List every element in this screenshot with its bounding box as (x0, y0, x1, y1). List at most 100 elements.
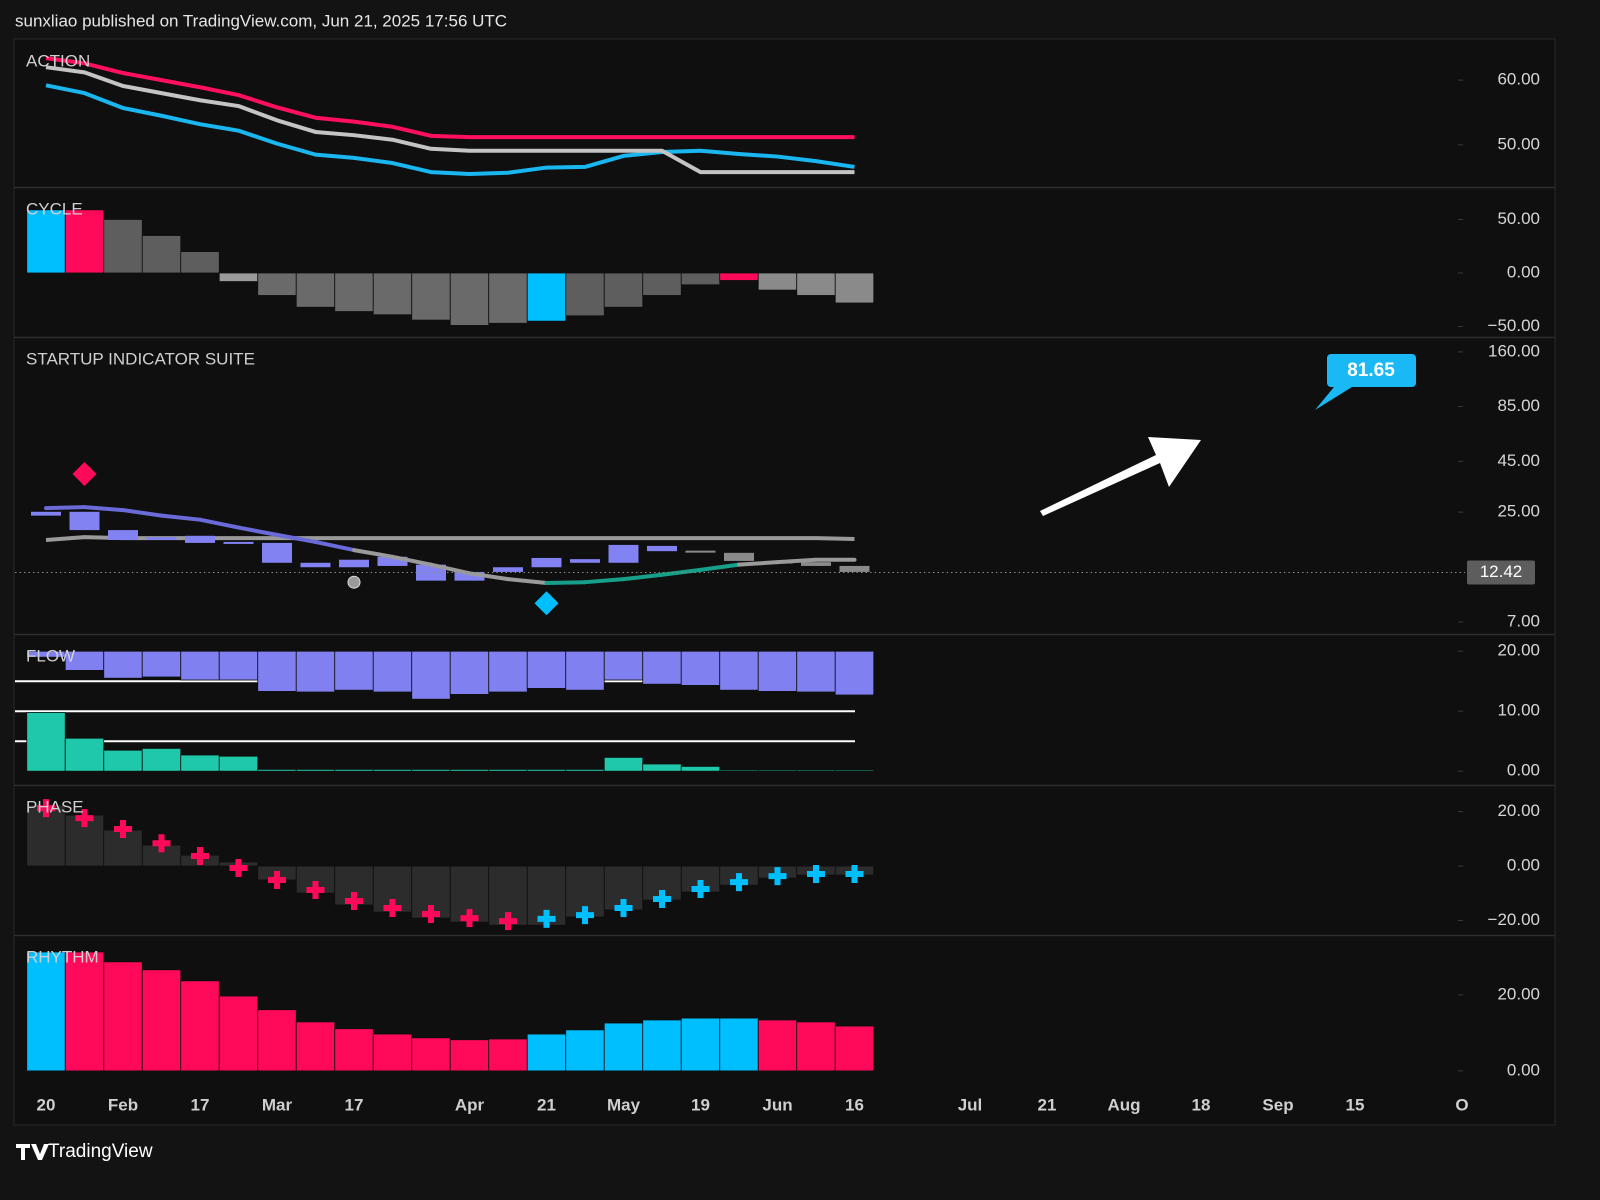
x-tick-label: Mar (262, 1095, 293, 1114)
line-segment (544, 580, 587, 585)
bar (488, 769, 528, 772)
bar (141, 969, 182, 1072)
candle-body (608, 544, 639, 563)
bar (719, 650, 759, 691)
cross-marker (845, 864, 864, 883)
cross-marker (422, 905, 440, 924)
candle-body (377, 556, 408, 566)
cross-marker (768, 867, 787, 886)
x-tick-label: 15 (1346, 1095, 1365, 1114)
x-tick-label: Sep (1262, 1095, 1293, 1114)
cross-marker (75, 809, 94, 828)
x-tick-label: Aug (1107, 1095, 1140, 1114)
bar (411, 769, 451, 772)
line-segment (159, 513, 202, 522)
bar (334, 769, 374, 772)
bar (411, 272, 451, 321)
candle-body (647, 545, 677, 552)
y-tick-label: 0.00 (1507, 1060, 1540, 1079)
cross-marker (576, 906, 594, 925)
last-price-box (1467, 560, 1535, 585)
y-tick-label: 0.00 (1507, 856, 1540, 875)
bar (218, 650, 259, 681)
bar (488, 1038, 528, 1072)
candle-body (416, 564, 446, 581)
bar (141, 235, 182, 274)
bar (372, 650, 413, 693)
bar (757, 650, 798, 692)
bar (141, 650, 182, 678)
bar (411, 650, 451, 700)
x-tick-label: 18 (1192, 1095, 1211, 1114)
bar (642, 763, 682, 772)
cross-marker (691, 879, 710, 898)
bar (526, 272, 567, 322)
candle-body (454, 571, 485, 581)
panes: 50.00 60.00 ACTION −50.00 0.00 50.00 CYCLE 7.00… (14, 51, 1555, 1114)
bar (64, 737, 105, 772)
candle-body (31, 511, 61, 516)
bar (757, 769, 798, 772)
line-segment (621, 572, 664, 582)
bar (680, 272, 721, 286)
cross-marker (268, 870, 286, 889)
x-tick-label: Jun (762, 1095, 792, 1114)
arrow-drawing (1040, 437, 1201, 516)
bar (526, 650, 567, 689)
bar (565, 1029, 605, 1072)
line (45, 65, 855, 175)
bar (180, 754, 220, 772)
line-segment (429, 562, 472, 576)
bar (218, 272, 259, 282)
cross-marker (537, 909, 556, 928)
pane-title: RHYTHM (26, 947, 99, 966)
bar (834, 650, 875, 696)
cross-marker (37, 799, 55, 818)
y-tick-label: 20.00 (1497, 801, 1540, 820)
cross-marker (152, 834, 171, 853)
bar (372, 272, 413, 316)
bar (334, 1028, 374, 1072)
bar (180, 251, 220, 274)
bar (603, 757, 644, 772)
line-segment (352, 548, 395, 559)
candle-body (185, 535, 215, 543)
y-tick-label: 45.00 (1497, 451, 1540, 470)
line-segment (275, 532, 318, 544)
line (45, 535, 855, 542)
bar (26, 712, 66, 772)
bar (603, 1022, 644, 1072)
callout-bubble (1315, 354, 1416, 410)
x-tick-label: 17 (191, 1095, 210, 1114)
bar (26, 209, 66, 274)
last-price-label: 12.42 (1480, 562, 1523, 581)
candle-body (223, 541, 254, 544)
bar (372, 769, 413, 772)
y-tick-label: 25.00 (1497, 502, 1540, 521)
bar (796, 650, 836, 693)
bar (565, 650, 605, 691)
cross-marker (191, 847, 209, 866)
candle-body (839, 565, 870, 572)
bar (103, 219, 143, 274)
line-segment (44, 505, 87, 511)
line-segment (121, 508, 164, 518)
bar (757, 1019, 798, 1072)
y-tick-label: 20.00 (1497, 984, 1540, 1003)
bar (334, 272, 374, 312)
pane-title: FLOW (26, 646, 75, 665)
pane-title: STARTUP INDICATOR SUITE (26, 349, 255, 368)
cross-marker (499, 912, 517, 931)
candle-body (801, 562, 831, 566)
bar (488, 650, 528, 693)
bar (257, 650, 297, 692)
y-tick-label: −50.00 (1488, 316, 1540, 335)
bar (680, 766, 721, 772)
y-tick-label: 160.00 (1488, 341, 1540, 360)
bar (141, 748, 182, 772)
bar (411, 1037, 451, 1072)
line-segment (698, 562, 741, 572)
y-tick-label: 0.00 (1507, 761, 1540, 780)
line (45, 83, 855, 177)
